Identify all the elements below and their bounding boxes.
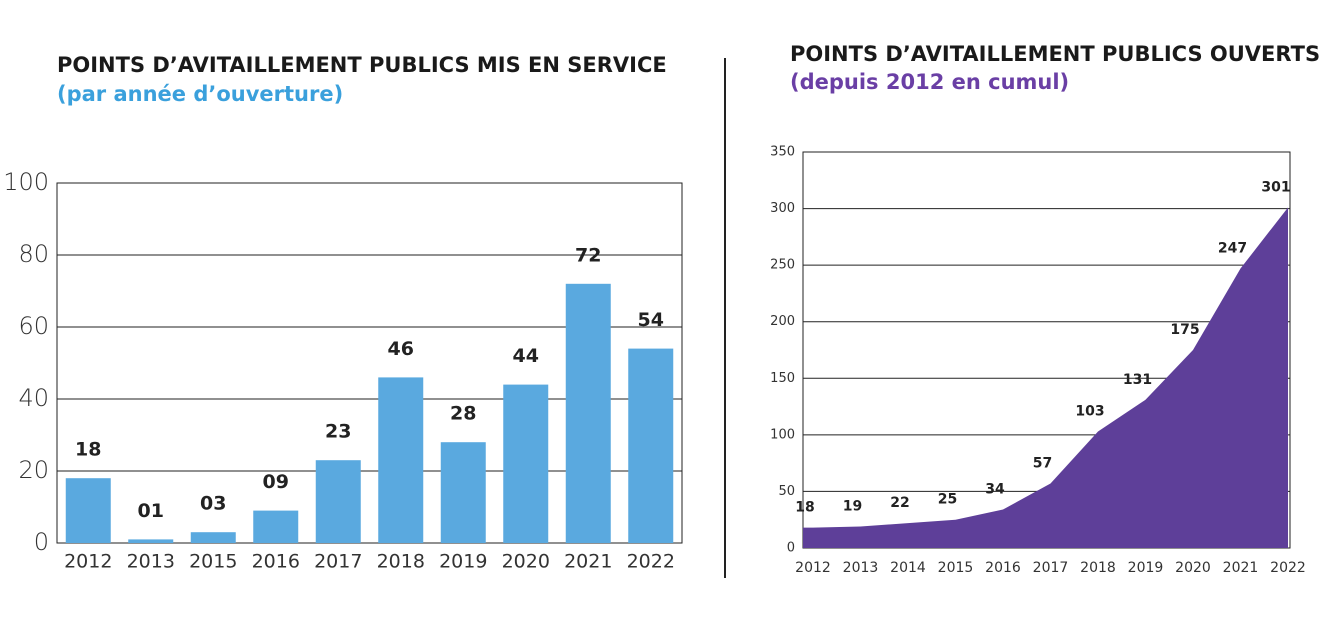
x-tick-label: 2017 xyxy=(314,551,362,573)
bar xyxy=(378,377,424,543)
y-tick-label: 150 xyxy=(770,371,795,386)
y-tick-label: 200 xyxy=(770,314,795,329)
x-tick-label: 2021 xyxy=(564,551,612,573)
x-tick-label: 2019 xyxy=(1128,560,1164,576)
x-tick-label: 2016 xyxy=(252,551,300,573)
data-label: 01 xyxy=(138,500,164,522)
data-label: 09 xyxy=(263,471,289,493)
x-tick-label: 2012 xyxy=(795,560,831,576)
y-tick-label: 0 xyxy=(34,528,49,556)
data-label: 34 xyxy=(985,482,1005,498)
x-tick-label: 2017 xyxy=(1033,560,1069,576)
y-tick-label: 250 xyxy=(770,258,795,273)
data-label: 25 xyxy=(938,492,957,508)
x-tick-label: 2020 xyxy=(502,551,550,573)
bar xyxy=(253,510,299,543)
x-tick-label: 2019 xyxy=(439,551,487,573)
data-label: 22 xyxy=(890,495,909,511)
chart-subtitle: (par année d’ouverture) xyxy=(57,82,343,106)
x-tick-label: 2021 xyxy=(1223,560,1259,576)
x-tick-label: 2015 xyxy=(938,560,974,576)
bar xyxy=(315,460,361,543)
data-label: 54 xyxy=(638,309,664,331)
x-tick-label: 2016 xyxy=(985,560,1021,576)
x-tick-label: 2013 xyxy=(127,551,175,573)
plot-frame xyxy=(56,182,683,544)
x-tick-label: 2015 xyxy=(189,551,237,573)
data-label: 44 xyxy=(513,345,539,367)
data-label: 28 xyxy=(450,403,476,425)
data-label: 19 xyxy=(843,499,862,515)
y-tick-label: 60 xyxy=(18,312,49,340)
y-tick-label: 0 xyxy=(787,541,795,556)
y-tick-label: 20 xyxy=(18,456,49,484)
y-tick-label: 100 xyxy=(770,427,795,442)
bar xyxy=(440,442,486,543)
chart-title: POINTS D’AVITAILLEMENT PUBLICS OUVERTS xyxy=(790,42,1320,66)
bar xyxy=(190,532,236,543)
data-label: 18 xyxy=(795,500,814,516)
x-tick-label: 2018 xyxy=(377,551,425,573)
y-tick-label: 50 xyxy=(778,484,795,499)
bar xyxy=(128,539,174,543)
data-label: 46 xyxy=(388,338,414,360)
chart-subtitle: (depuis 2012 en cumul) xyxy=(790,70,1069,94)
bar xyxy=(503,384,549,543)
area xyxy=(803,207,1288,548)
y-tick-label: 80 xyxy=(18,240,49,268)
chart-title: POINTS D’AVITAILLEMENT PUBLICS MIS EN SE… xyxy=(57,53,667,77)
x-tick-label: 2013 xyxy=(843,560,879,576)
x-tick-label: 2012 xyxy=(64,551,112,573)
data-label: 301 xyxy=(1261,179,1290,195)
y-tick-label: 300 xyxy=(770,201,795,216)
data-label: 131 xyxy=(1123,372,1152,388)
x-tick-label: 2022 xyxy=(1270,560,1306,576)
bar xyxy=(65,478,111,543)
data-label: 57 xyxy=(1033,456,1052,472)
data-label: 03 xyxy=(200,493,226,515)
data-label: 247 xyxy=(1218,241,1247,257)
data-label: 175 xyxy=(1170,322,1199,338)
bar xyxy=(628,348,674,543)
y-tick-label: 40 xyxy=(18,384,49,412)
x-tick-label: 2014 xyxy=(890,560,926,576)
data-label: 18 xyxy=(75,439,101,461)
x-tick-label: 2020 xyxy=(1175,560,1211,576)
y-tick-label: 350 xyxy=(770,145,795,160)
data-label: 103 xyxy=(1075,403,1104,419)
x-tick-label: 2022 xyxy=(627,551,675,573)
data-label: 23 xyxy=(325,421,351,443)
data-label: 72 xyxy=(575,244,601,266)
y-tick-label: 100 xyxy=(3,168,49,196)
x-tick-label: 2018 xyxy=(1080,560,1116,576)
bar xyxy=(565,283,611,543)
